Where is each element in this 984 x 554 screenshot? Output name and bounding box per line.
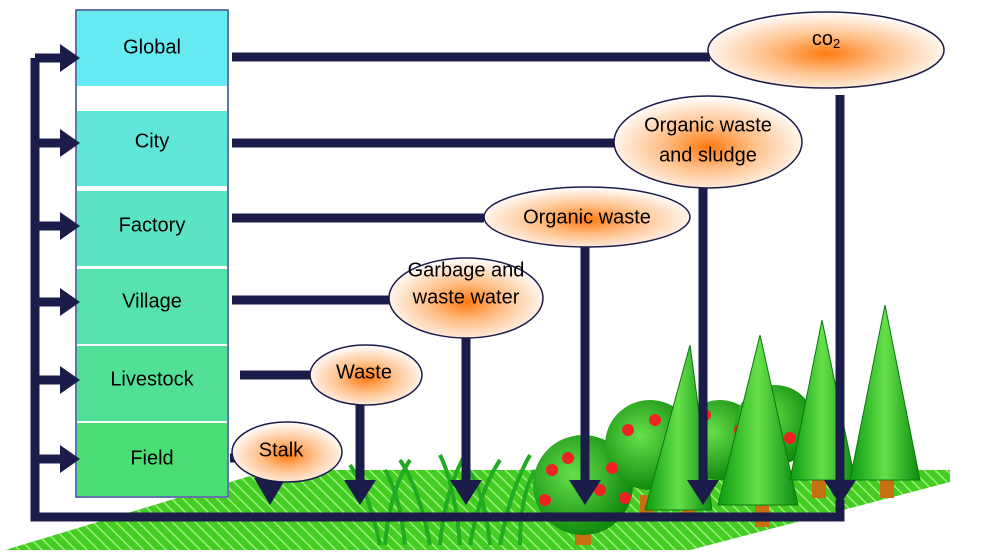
output-bubble — [614, 96, 802, 188]
level-label: Village — [122, 290, 182, 312]
output-subscript: 2 — [833, 36, 840, 51]
output-label: Garbage and — [408, 259, 525, 281]
level-label: City — [135, 130, 169, 152]
level-label: Global — [123, 36, 181, 58]
levels — [76, 10, 228, 497]
output-label: waste water — [412, 286, 520, 308]
level-label: Factory — [119, 214, 186, 236]
output-label: Organic waste — [523, 206, 651, 228]
output-label: Waste — [336, 361, 392, 383]
diagram: Global City Factory Village Livestock Fi… — [0, 0, 984, 554]
output-label: Organic waste — [644, 114, 772, 136]
output-label: and sludge — [659, 144, 757, 166]
level-label: Field — [130, 447, 173, 469]
output-label: Stalk — [259, 439, 304, 461]
level-label: Livestock — [110, 368, 194, 390]
output-text: co — [812, 28, 833, 50]
